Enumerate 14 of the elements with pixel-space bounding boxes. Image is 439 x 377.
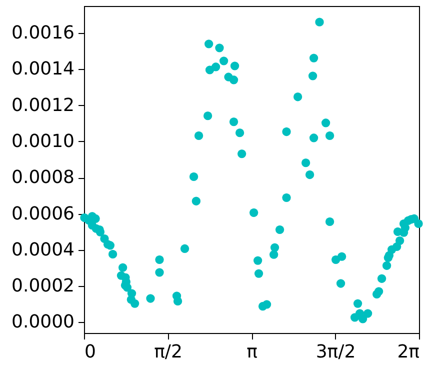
x-tick-label: 2π (397, 342, 420, 362)
y-tick-label: 0.0010 (12, 130, 74, 152)
y-tick-label: 0.0014 (12, 58, 74, 80)
y-tick-label: 0.0006 (12, 203, 74, 224)
x-tick-label: 0 (84, 342, 96, 362)
y-tick-label: 0.0008 (12, 167, 74, 188)
y-tick-label: 0.0004 (12, 239, 74, 260)
y-tick-label: 0.0012 (12, 94, 74, 116)
y-tick-label: 0.0000 (12, 312, 74, 333)
x-tick-label: π/2 (154, 342, 182, 362)
y-tick-label: 0.0016 (12, 22, 74, 44)
x-tick-label: π (246, 342, 258, 362)
y-tick-label: 0.0002 (12, 276, 74, 297)
x-tick-label: 3π/2 (316, 342, 356, 362)
